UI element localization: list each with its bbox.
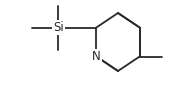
Text: Si: Si xyxy=(53,21,64,34)
Text: N: N xyxy=(92,50,101,63)
